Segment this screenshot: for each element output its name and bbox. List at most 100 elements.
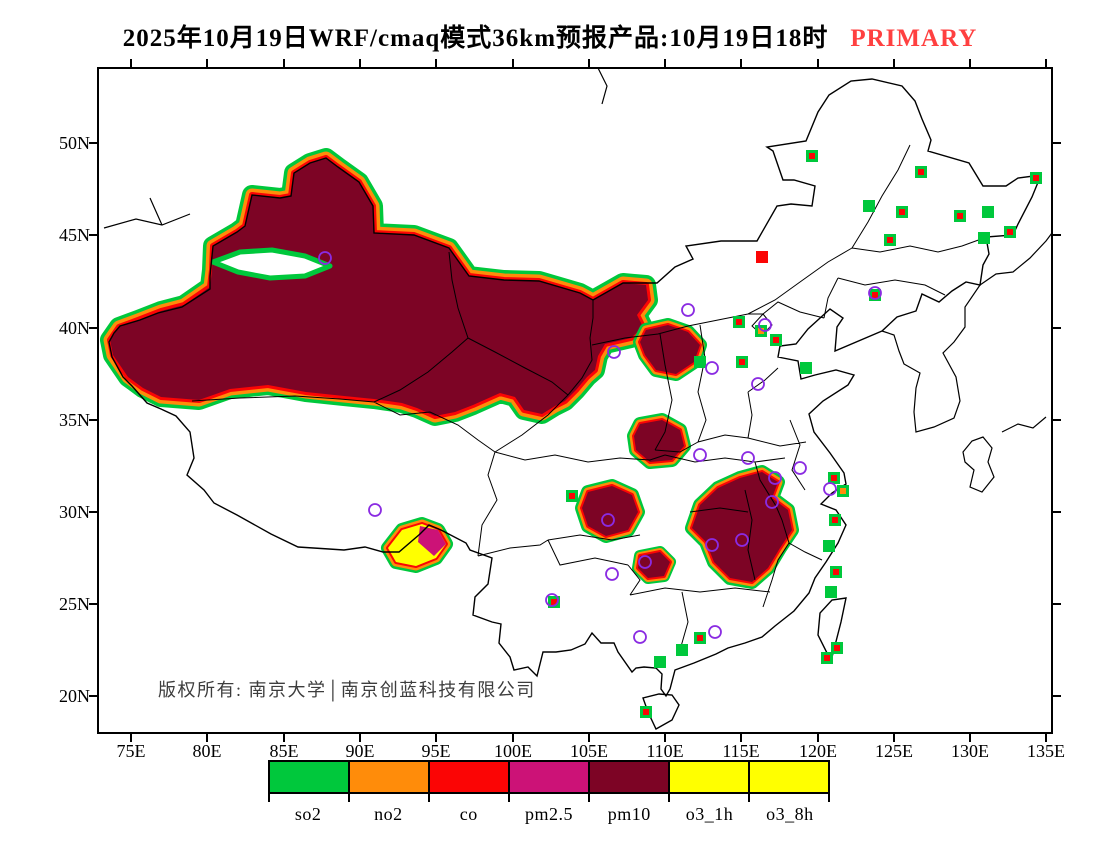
station-square xyxy=(825,586,837,598)
legend-label-no2: no2 xyxy=(374,804,403,824)
x-axis-label: 130E xyxy=(951,741,989,761)
station-square-core xyxy=(834,645,840,651)
station-square-core xyxy=(824,655,830,661)
station-circle xyxy=(368,503,382,517)
station-square-core xyxy=(833,569,839,575)
station-circle xyxy=(735,533,749,547)
province-boundaries xyxy=(191,144,985,651)
legend-colorbar xyxy=(268,760,830,802)
plot-border xyxy=(97,67,1053,734)
japan-coastline xyxy=(962,416,1047,493)
station-square-core xyxy=(551,599,557,605)
region-hunan-pm10 xyxy=(692,472,792,582)
y-axis-label: 35N xyxy=(59,410,90,430)
legend-swatch-no2 xyxy=(348,762,430,802)
legend-label-so2: so2 xyxy=(294,804,322,824)
station-square-core xyxy=(872,292,878,298)
region-shanxi-pm10 xyxy=(634,420,684,462)
x-axis-label: 120E xyxy=(799,741,837,761)
y-axis-label: 50N xyxy=(59,133,90,153)
x-axis-label: 80E xyxy=(192,741,222,761)
station-circle xyxy=(768,471,782,485)
station-square-core xyxy=(736,319,742,325)
legend-label-pm10: pm10 xyxy=(607,804,651,824)
x-axis-label: 90E xyxy=(345,741,375,761)
station-square-core xyxy=(887,237,893,243)
station-circle xyxy=(823,482,837,496)
station-circle xyxy=(601,513,615,527)
x-axis-label: 85E xyxy=(269,741,299,761)
station-square xyxy=(654,656,666,668)
legend-label-o3-1h: o3_1h xyxy=(685,804,734,824)
x-axis-label: 110E xyxy=(646,741,684,761)
region-sichuan-pm10 xyxy=(582,486,638,536)
map-layers xyxy=(103,68,1052,730)
station-square-core xyxy=(957,213,963,219)
station-square-core xyxy=(1007,229,1013,235)
taiwan-island xyxy=(817,597,847,663)
station-square xyxy=(756,251,768,263)
station-square-core xyxy=(840,488,846,494)
legend-swatch-o3-8h xyxy=(748,762,828,802)
x-axis-label: 105E xyxy=(570,741,608,761)
copyright-text: 版权所有: 南京大学│南京创蓝科技有限公司 xyxy=(158,680,536,700)
legend-swatch-so2 xyxy=(268,762,350,802)
station-square-core xyxy=(918,169,924,175)
station-square-core xyxy=(569,493,575,499)
station-circle xyxy=(607,345,621,359)
x-axis-label: 100E xyxy=(494,741,532,761)
pollution-regions xyxy=(110,158,792,582)
x-axis-label: 135E xyxy=(1027,741,1065,761)
station-square-core xyxy=(739,359,745,365)
y-axis-label: 45N xyxy=(59,225,90,245)
china-boundary xyxy=(108,78,1043,698)
station-square-core xyxy=(773,337,779,343)
legend-swatch-pm10 xyxy=(588,762,670,802)
station-squares xyxy=(548,150,1042,718)
station-circle xyxy=(545,593,559,607)
legend-swatch-co xyxy=(428,762,510,802)
x-axis-label: 115E xyxy=(722,741,760,761)
axis-ticks xyxy=(89,59,1061,742)
station-circle xyxy=(765,495,779,509)
x-axis-label: 125E xyxy=(875,741,913,761)
station-square xyxy=(694,356,706,368)
y-axis-label: 25N xyxy=(59,594,90,614)
station-square xyxy=(863,200,875,212)
station-circles xyxy=(318,251,882,644)
station-square-core xyxy=(643,709,649,715)
station-circle xyxy=(708,625,722,639)
region-ordos-pm10 xyxy=(640,325,700,374)
pollutant-legend: so2 no2 co pm2.5 pm10 o3_1h o3_8h xyxy=(268,760,830,825)
region-tibet-ozone xyxy=(388,524,446,566)
legend-label-pm2-5: pm2.5 xyxy=(524,804,573,824)
region-northwest-pm10 xyxy=(110,158,648,416)
station-circle xyxy=(741,451,755,465)
neighbor-borders xyxy=(103,68,1052,286)
station-circle xyxy=(751,377,765,391)
y-axis-label: 20N xyxy=(59,686,90,706)
x-axis-label: 95E xyxy=(421,741,451,761)
station-square-core xyxy=(1033,175,1039,181)
region-ili-clear-notch xyxy=(210,247,333,281)
station-square-core xyxy=(832,517,838,523)
legend-label-o3-8h: o3_8h xyxy=(766,804,814,824)
station-square xyxy=(800,362,812,374)
y-axis-label: 40N xyxy=(59,318,90,338)
legend-swatch-pm2-5 xyxy=(508,762,590,802)
station-square xyxy=(676,644,688,656)
y-axis-label: 30N xyxy=(59,502,90,522)
station-square xyxy=(823,540,835,552)
page-title: 2025年10月19日WRF/cmaq模式36km预报产品:10月19日18时 P… xyxy=(0,18,1100,54)
title-primary-tag: PRIMARY xyxy=(850,25,978,52)
station-square xyxy=(978,232,990,244)
station-circle xyxy=(758,318,772,332)
station-circle xyxy=(681,303,695,317)
station-circle xyxy=(793,461,807,475)
station-square-core xyxy=(697,635,703,641)
station-square-core xyxy=(809,153,815,159)
station-circle xyxy=(705,361,719,375)
station-circle xyxy=(638,555,652,569)
